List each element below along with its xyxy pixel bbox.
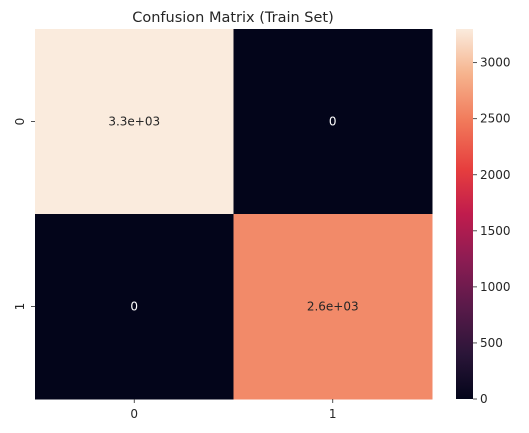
- x-tick-label: 0: [130, 407, 138, 421]
- heatmap-cell: [233, 214, 433, 400]
- colorbar-tick-label: 1000: [480, 280, 511, 294]
- y-tick-label: 1: [13, 303, 27, 311]
- heatmap-cell: [35, 214, 234, 400]
- colorbar-tick-label: 2000: [480, 168, 511, 182]
- colorbar-tick-label: 0: [480, 392, 488, 406]
- colorbar: [456, 29, 473, 399]
- cell-annotation: 3.3e+03: [108, 115, 160, 129]
- heatmap-cells: 3.3e+03 0 0 2.6e+03: [35, 29, 433, 400]
- x-tick-label: 1: [329, 407, 337, 421]
- heatmap-cell: [233, 29, 433, 215]
- y-tick-label: 0: [13, 118, 27, 126]
- y-axis: 01: [13, 118, 35, 311]
- colorbar-tick-label: 1500: [480, 224, 511, 238]
- heatmap-cell: [35, 29, 234, 215]
- cell-annotation: 0: [130, 300, 138, 314]
- colorbar-tick-label: 500: [480, 336, 503, 350]
- chart-title: Confusion Matrix (Train Set): [132, 10, 334, 26]
- cell-annotation: 0: [329, 115, 337, 129]
- cell-annotation: 2.6e+03: [307, 300, 359, 314]
- colorbar-tick-label: 2500: [480, 112, 511, 126]
- colorbar-tick-label: 3000: [480, 56, 511, 70]
- colorbar-axis: 0 500 1000 1500 2000 2500 3000: [473, 56, 511, 406]
